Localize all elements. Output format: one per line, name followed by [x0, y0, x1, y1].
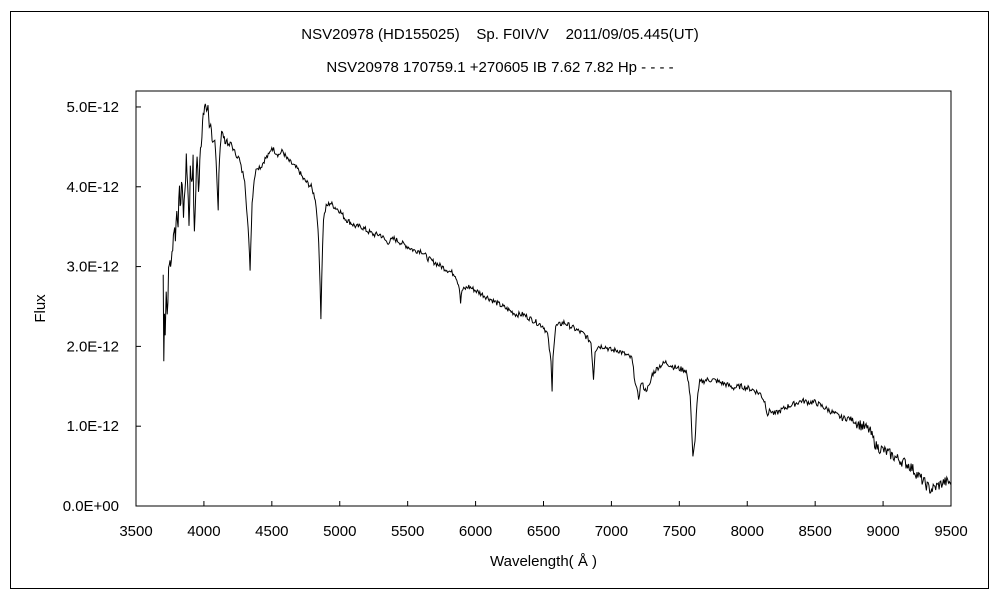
x-tick-label: 4500 [255, 523, 288, 540]
y-tick-label: 3.0E-12 [66, 259, 119, 276]
chart-subtitle: NSV20978 170759.1 +270605 IB 7.62 7.82 H… [326, 59, 674, 76]
x-tick-label: 9000 [866, 523, 899, 540]
chart-title: NSV20978 (HD155025) Sp. F0IV/V 2011/09/0… [301, 26, 699, 43]
y-tick-label: 2.0E-12 [66, 338, 119, 355]
x-tick-label: 4000 [187, 523, 220, 540]
x-tick-label: 6500 [527, 523, 560, 540]
y-tick-label: 1.0E-12 [66, 418, 119, 435]
y-tick-label: 0.0E+00 [63, 498, 119, 515]
x-tick-label: 5500 [391, 523, 424, 540]
y-axis-label: Flux [32, 294, 49, 323]
y-tick-label: 5.0E-12 [66, 99, 119, 116]
x-tick-label: 8000 [731, 523, 764, 540]
x-tick-label: 5000 [323, 523, 356, 540]
x-tick-label: 9500 [934, 523, 967, 540]
chart-frame [10, 11, 989, 589]
plot-area [135, 90, 952, 507]
y-axis: 0.0E+00 1.0E-12 2.0E-12 3.0E-12 4.0E-12 5.0E-… [63, 99, 141, 515]
x-tick-label: 6000 [459, 523, 492, 540]
x-axis-label: Wavelength( Å ) [490, 553, 597, 570]
series-line-spectrum [162, 103, 952, 494]
x-tick-label: 3500 [119, 523, 152, 540]
x-tick-label: 8500 [798, 523, 831, 540]
x-tick-label: 7000 [595, 523, 628, 540]
x-axis: 3500 4000 4500 5000 5500 6000 6500 7000 7500 8000… [119, 501, 968, 540]
x-tick-label: 7500 [663, 523, 696, 540]
y-tick-label: 4.0E-12 [66, 179, 119, 196]
